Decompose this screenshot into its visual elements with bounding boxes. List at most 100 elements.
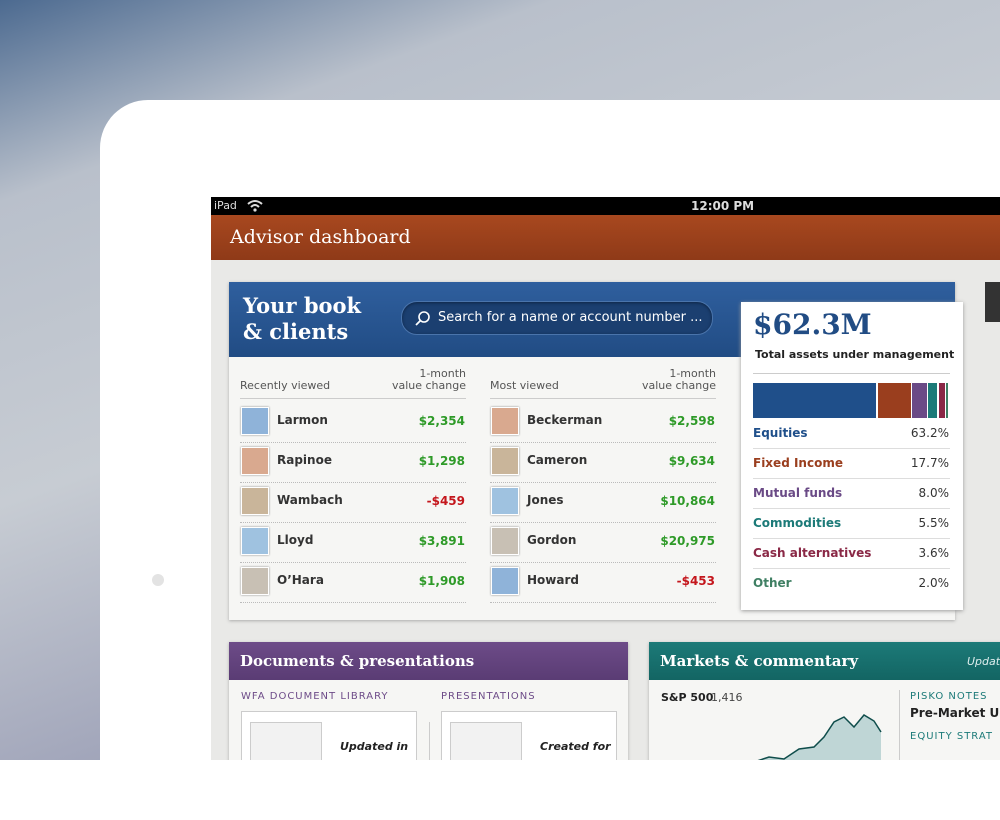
- avatar: [491, 567, 519, 595]
- allocation-value: 8.0%: [918, 486, 950, 500]
- divider: [899, 690, 900, 760]
- client-row[interactable]: Cameron $9,634: [490, 444, 716, 483]
- wifi-icon: [247, 200, 263, 212]
- search-placeholder: Search for a name or account number ...: [438, 310, 703, 325]
- allocation-value: 63.2%: [910, 426, 949, 440]
- index-value: 1,416: [711, 691, 743, 704]
- document-item[interactable]: Updated in: [241, 711, 417, 760]
- row-divider: [240, 562, 466, 564]
- allocation-name: Commodities: [753, 516, 842, 530]
- row-divider: [753, 478, 950, 479]
- avatar: [491, 527, 519, 555]
- client-row[interactable]: Wambach -$459: [240, 484, 466, 523]
- row-divider: [753, 568, 950, 569]
- allocation-name: Cash alternatives: [753, 546, 872, 560]
- app-header: Advisor dashboard: [211, 215, 1000, 260]
- documents-card: Documents & presentations WFA DOCUMENT L…: [229, 642, 628, 760]
- row-divider: [240, 602, 466, 604]
- divider: [753, 373, 950, 374]
- document-thumbnail: [250, 722, 322, 760]
- avatar: [491, 487, 519, 515]
- value-change: $1,908: [418, 574, 465, 588]
- search-box[interactable]: Search for a name or account number ...: [401, 301, 713, 335]
- row-divider: [240, 442, 466, 444]
- side-card: [985, 282, 1000, 322]
- divider: [240, 398, 466, 399]
- avatar: [241, 447, 269, 475]
- allocation-value: 17.7%: [910, 456, 949, 470]
- markets-title: Markets & commentary: [660, 652, 859, 670]
- client-row[interactable]: O’Hara $1,908: [240, 564, 466, 603]
- status-bar: iPad 12:00 PM: [211, 197, 1000, 215]
- avatar: [491, 447, 519, 475]
- note-text[interactable]: Pre-Market Upd: [910, 706, 1000, 720]
- clients-title: & clients: [243, 319, 349, 344]
- allocation-segment: [938, 383, 945, 418]
- row-divider: [490, 602, 716, 604]
- allocation-segment: [928, 383, 938, 418]
- client-row[interactable]: Beckerman $2,598: [490, 404, 716, 443]
- documents-header: Documents & presentations: [229, 642, 628, 680]
- allocation-name: Fixed Income: [753, 456, 843, 470]
- avatar: [491, 407, 519, 435]
- allocation-segment: [753, 383, 876, 418]
- section-title: PRESENTATIONS: [441, 691, 536, 702]
- client-name: Rapinoe: [277, 453, 332, 467]
- client-row[interactable]: Howard -$453: [490, 564, 716, 603]
- allocation-name: Equities: [753, 426, 808, 440]
- value-change: $20,975: [660, 534, 715, 548]
- client-row[interactable]: Gordon $20,975: [490, 524, 716, 563]
- device-label: iPad: [214, 199, 237, 212]
- screen: iPad 12:00 PM Advisor dashboard Your boo…: [211, 197, 1000, 760]
- avatar: [241, 407, 269, 435]
- allocation-name: Other: [753, 576, 792, 590]
- value-change: -$459: [426, 494, 465, 508]
- documents-title: Documents & presentations: [240, 652, 475, 670]
- section-title: WFA DOCUMENT LIBRARY: [241, 691, 389, 702]
- row-divider: [753, 448, 950, 449]
- list-title: Recently viewed: [240, 379, 331, 392]
- client-row[interactable]: Rapinoe $1,298: [240, 444, 466, 483]
- row-divider: [753, 508, 950, 509]
- allocation-value: 3.6%: [918, 546, 950, 560]
- value-change: $10,864: [660, 494, 715, 508]
- avatar: [241, 527, 269, 555]
- client-row[interactable]: Jones $10,864: [490, 484, 716, 523]
- value-change: $1,298: [418, 454, 465, 468]
- client-row[interactable]: Lloyd $3,891: [240, 524, 466, 563]
- document-caption: Created for: [540, 740, 611, 753]
- document-caption: Updated in: [340, 740, 409, 753]
- value-change: $2,354: [418, 414, 465, 428]
- clock: 12:00 PM: [691, 199, 755, 213]
- column-header: 1-month: [669, 367, 716, 380]
- value-change: $2,598: [668, 414, 715, 428]
- index-name: S&P 500: [661, 691, 714, 704]
- note-title: PISKO NOTES: [910, 691, 988, 702]
- client-name: O’Hara: [277, 573, 324, 587]
- allocation-segment: [912, 383, 927, 418]
- page: iPad 12:00 PM Advisor dashboard Your boo…: [0, 0, 1000, 760]
- column-header: value change: [391, 379, 466, 392]
- row-divider: [490, 522, 716, 524]
- client-name: Cameron: [527, 453, 588, 467]
- column-header: value change: [641, 379, 716, 392]
- client-name: Larmon: [277, 413, 328, 427]
- client-name: Howard: [527, 573, 579, 587]
- allocation-value: 2.0%: [918, 576, 950, 590]
- value-change: $3,891: [418, 534, 465, 548]
- allocation-segment: [877, 383, 911, 418]
- clients-title: Your book: [243, 293, 362, 318]
- document-item[interactable]: Created for: [441, 711, 617, 760]
- row-divider: [240, 482, 466, 484]
- assets-label: Total assets under management: [755, 348, 955, 361]
- row-divider: [490, 562, 716, 564]
- client-row[interactable]: Larmon $2,354: [240, 404, 466, 443]
- markets-card: Markets & commentary Updat S&P 500 1,416…: [649, 642, 1000, 760]
- client-name: Jones: [527, 493, 564, 507]
- index-sparkline: [757, 714, 882, 760]
- client-name: Wambach: [277, 493, 343, 507]
- column-header: 1-month: [419, 367, 466, 380]
- camera: [152, 574, 164, 586]
- row-divider: [240, 522, 466, 524]
- avatar: [241, 487, 269, 515]
